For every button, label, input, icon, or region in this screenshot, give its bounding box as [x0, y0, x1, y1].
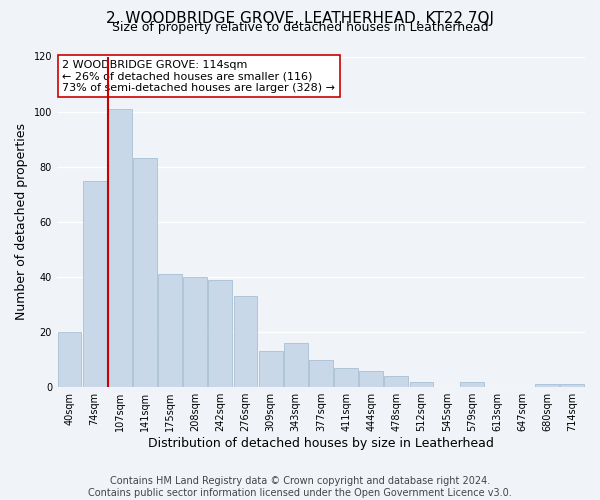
- Text: 2 WOODBRIDGE GROVE: 114sqm
← 26% of detached houses are smaller (116)
73% of sem: 2 WOODBRIDGE GROVE: 114sqm ← 26% of deta…: [62, 60, 335, 93]
- Bar: [233, 296, 257, 387]
- Bar: [108, 109, 132, 387]
- Bar: [259, 352, 283, 387]
- Bar: [208, 280, 232, 387]
- Bar: [183, 277, 207, 387]
- Bar: [535, 384, 559, 387]
- Bar: [284, 343, 308, 387]
- Bar: [560, 384, 584, 387]
- Text: Contains HM Land Registry data © Crown copyright and database right 2024.
Contai: Contains HM Land Registry data © Crown c…: [88, 476, 512, 498]
- Y-axis label: Number of detached properties: Number of detached properties: [15, 124, 28, 320]
- Bar: [83, 180, 107, 387]
- Bar: [334, 368, 358, 387]
- Bar: [460, 382, 484, 387]
- Bar: [133, 158, 157, 387]
- Bar: [410, 382, 433, 387]
- X-axis label: Distribution of detached houses by size in Leatherhead: Distribution of detached houses by size …: [148, 437, 494, 450]
- Bar: [359, 370, 383, 387]
- Bar: [309, 360, 333, 387]
- Bar: [158, 274, 182, 387]
- Bar: [58, 332, 82, 387]
- Bar: [385, 376, 409, 387]
- Text: Size of property relative to detached houses in Leatherhead: Size of property relative to detached ho…: [112, 22, 488, 35]
- Text: 2, WOODBRIDGE GROVE, LEATHERHEAD, KT22 7QJ: 2, WOODBRIDGE GROVE, LEATHERHEAD, KT22 7…: [106, 11, 494, 26]
